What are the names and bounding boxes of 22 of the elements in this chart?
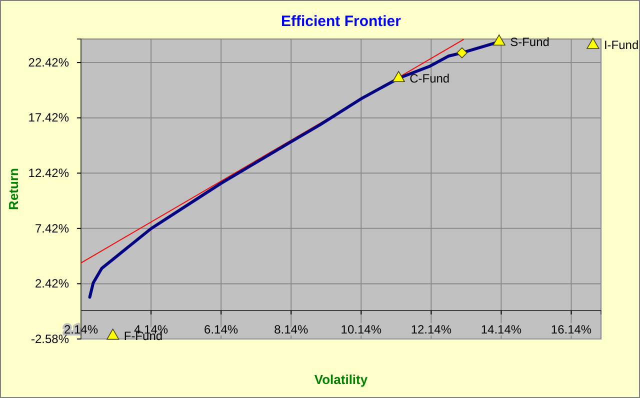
y-tick-label: 12.42% xyxy=(28,166,70,180)
point xyxy=(492,34,506,46)
y-axis-title: Return xyxy=(6,168,21,210)
x-axis-title: Volatility xyxy=(314,372,368,387)
y-tick-label: 2.42% xyxy=(34,276,70,291)
series-label: C-Fund xyxy=(410,71,450,86)
y-tick-label: 7.42% xyxy=(34,221,70,236)
series-label: S-Fund xyxy=(510,34,550,49)
x-tick-label: 14.14% xyxy=(480,322,522,337)
x-tick-label: 12.14% xyxy=(410,322,452,337)
x-tick-label: 10.14% xyxy=(340,322,382,337)
point xyxy=(392,71,405,82)
x-tick-label: 16.14% xyxy=(550,322,592,337)
y-tick-label: 22.42% xyxy=(28,55,70,70)
y-tick-label: 17.42% xyxy=(28,110,70,125)
series-label: I-Fund xyxy=(604,38,639,52)
point xyxy=(586,38,600,49)
x-tick-label: 6.14% xyxy=(204,322,238,337)
point xyxy=(456,47,468,58)
point xyxy=(106,328,120,340)
chart-title: Efficient Frontier xyxy=(280,13,402,30)
x-tick-label: 8.14% xyxy=(274,322,308,337)
